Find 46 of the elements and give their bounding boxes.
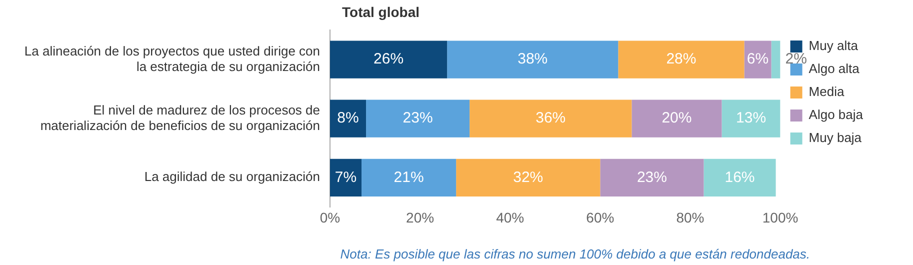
data-label: 38% — [518, 50, 548, 68]
bar — [632, 100, 722, 138]
y-tick-label: La agilidad de su organización — [144, 169, 320, 184]
legend-label: Muy baja — [808, 130, 862, 146]
bar — [470, 100, 632, 138]
bar — [618, 40, 744, 78]
data-label: 6% — [746, 50, 769, 68]
data-label: 13% — [736, 110, 766, 127]
bar — [456, 158, 600, 196]
bar — [600, 158, 704, 196]
bar — [722, 100, 780, 138]
chart-title: Total global — [342, 4, 420, 20]
data-label: 2% — [785, 50, 807, 68]
x-tick-label: 20% — [406, 209, 434, 226]
x-tick-label: 60% — [586, 209, 614, 226]
bar — [447, 40, 618, 78]
legend-label: Algo baja — [808, 107, 864, 122]
bar — [362, 158, 456, 196]
y-tick-label: El nivel de madurez de los procesos de materialización de beneficios de su organización — [40, 102, 320, 133]
bar — [330, 40, 448, 78]
legend-label: Algo alta — [808, 61, 860, 76]
data-label: 32% — [513, 168, 544, 186]
legend-label: Muy alta — [808, 38, 859, 54]
bar — [330, 158, 362, 196]
bar — [330, 100, 366, 138]
text: Nota: Es posible que las cifras no sumen 100% debido a que están redondeadas. — [340, 246, 810, 262]
bar — [704, 158, 776, 196]
bar — [366, 100, 470, 138]
x-tick-label: 100% — [762, 209, 798, 226]
data-label: 26% — [374, 50, 404, 68]
bar — [771, 40, 780, 78]
x-tick-label: 40% — [496, 209, 524, 226]
data-label: 7% — [334, 168, 357, 186]
data-label: 28% — [666, 50, 696, 68]
data-label: 20% — [662, 110, 692, 127]
legend-label: Media — [808, 84, 845, 100]
data-label: 16% — [724, 168, 755, 186]
data-label: 8% — [337, 110, 359, 127]
y-tick-label: La alineación de los proyectos que usted dirige con la estrategia de su organización — [24, 43, 320, 74]
data-label: 21% — [394, 168, 424, 186]
data-label: 23% — [636, 168, 667, 186]
bar — [744, 40, 772, 78]
data-label: 23% — [402, 110, 433, 127]
x-tick-label: 80% — [676, 209, 704, 226]
data-label: 36% — [536, 110, 566, 127]
x-tick-label: 0% — [320, 209, 340, 226]
